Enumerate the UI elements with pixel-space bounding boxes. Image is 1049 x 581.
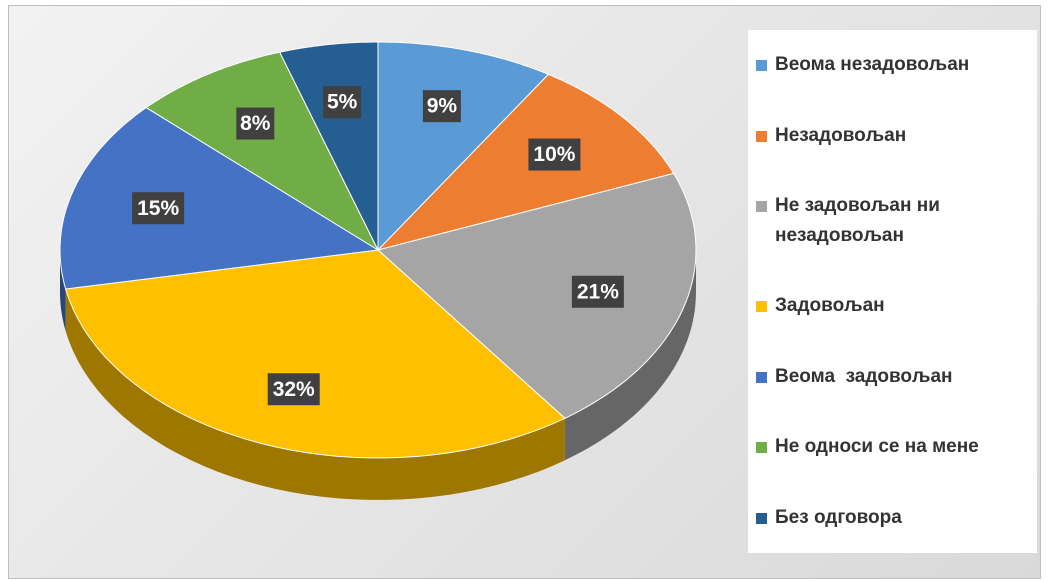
data-label: 10% [533, 143, 575, 166]
legend-swatch [756, 201, 767, 213]
data-label-bg [236, 107, 275, 140]
legend-label: Незадовољан [775, 124, 907, 146]
data-label-bg [267, 373, 320, 406]
slice [145, 51, 380, 252]
legend-label: Веома задовољан [775, 365, 953, 387]
legend-label: Не задовољан ни незадовољан [775, 195, 946, 247]
legend-swatch [756, 301, 767, 313]
legend-label: Задовољан [775, 295, 885, 317]
legend-item: Не односи се на мене [756, 432, 1029, 462]
data-label-bg [528, 138, 581, 171]
data-label: 32% [273, 378, 315, 401]
slice [64, 249, 566, 459]
legend-label: Не односи се на мене [775, 436, 979, 458]
legend-swatch [756, 130, 767, 142]
legend-swatch [756, 512, 767, 524]
slice [59, 107, 380, 290]
legend-item: Веома незадовољан [756, 50, 1029, 80]
legend-label: Без одговора [775, 506, 902, 528]
data-label-bg [571, 275, 624, 308]
data-label: 8% [240, 112, 271, 135]
legend-item: Незадовољан [756, 121, 1029, 151]
legend-label: Веома незадовољан [775, 54, 970, 76]
legend-item: Веома задовољан [756, 362, 1029, 392]
data-label-bg [132, 192, 185, 225]
slice-side [564, 250, 696, 461]
data-label-bg [323, 86, 362, 119]
legend-item: Без одговора [756, 503, 1029, 533]
legend-item: Задовољан [756, 291, 1029, 321]
data-label: 9% [427, 95, 458, 118]
legend-swatch [756, 60, 767, 72]
legend-swatch [756, 371, 767, 383]
data-label-bg [422, 90, 461, 123]
slice [377, 41, 550, 252]
legend: Веома незадовољан Незадовољан Не задовољан… [748, 30, 1037, 553]
data-label: 5% [327, 91, 358, 114]
data-label: 21% [577, 280, 619, 303]
legend-item: Не задовољан ни незадовољан [756, 191, 1029, 251]
slice-side [65, 289, 565, 500]
slice [376, 73, 675, 251]
legend-swatch [756, 442, 767, 454]
data-label: 15% [137, 197, 179, 220]
slice [376, 172, 697, 419]
